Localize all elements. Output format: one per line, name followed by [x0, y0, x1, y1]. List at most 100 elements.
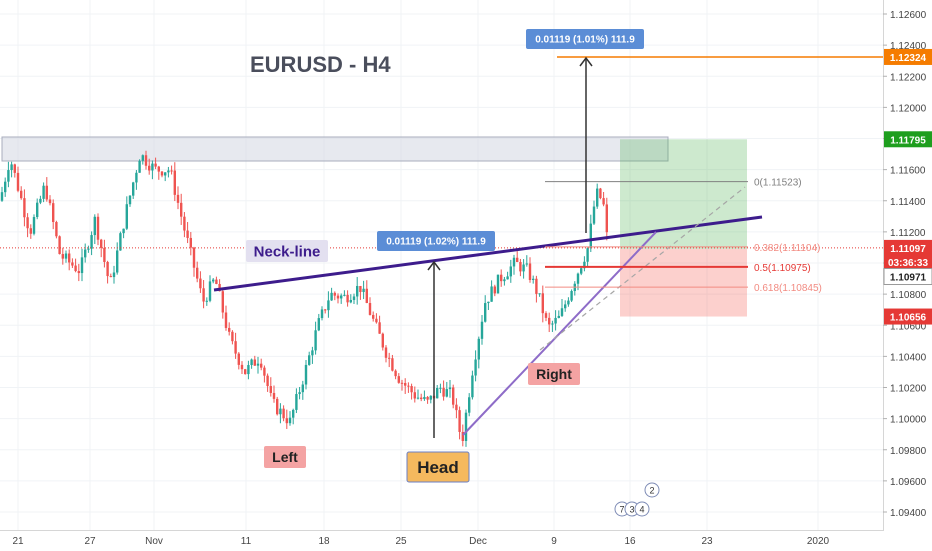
candle-body	[586, 248, 589, 262]
candle-body	[551, 323, 554, 325]
candle-body	[292, 409, 295, 418]
price-tag-label: 1.11097	[890, 244, 926, 255]
candle-body	[522, 264, 525, 272]
candle-body	[154, 163, 157, 167]
candle-body	[423, 396, 426, 400]
price-tag-label: 1.10971	[890, 273, 927, 284]
candle-body	[186, 230, 189, 238]
candle-body	[231, 331, 234, 342]
neckline-label: Neck-line	[254, 243, 321, 260]
candle-body	[544, 313, 548, 318]
candle-body	[538, 293, 541, 295]
candle-body	[26, 217, 29, 229]
candle-body	[330, 292, 333, 301]
candle-body	[519, 261, 522, 272]
candle-body	[237, 353, 240, 365]
candle-body	[426, 396, 429, 400]
neckline	[213, 215, 763, 292]
measure-target-label: 0.01119 (1.01%) 111.9	[535, 35, 635, 46]
price-tag-label: 03:36:33	[888, 258, 928, 269]
x-tick-label: Dec	[469, 536, 487, 547]
grid	[0, 0, 883, 530]
time-axis[interactable]	[0, 530, 884, 551]
candle-body	[605, 204, 608, 233]
candle-body	[205, 300, 208, 302]
candle-body	[74, 265, 77, 272]
event-badge-label: 3	[629, 505, 634, 515]
candle-body	[212, 279, 215, 282]
candle-body	[48, 199, 52, 204]
candle-body	[410, 386, 413, 393]
resistance-zone	[1, 136, 669, 162]
candle-body	[164, 172, 167, 176]
candle-body	[125, 204, 128, 229]
candle-body	[106, 261, 109, 277]
candle-body	[119, 233, 122, 251]
candle-body	[52, 203, 55, 223]
fib-label: 0.382(1.11104)	[754, 243, 820, 254]
target-measure-arrow-head	[579, 56, 593, 67]
candle-body	[602, 198, 605, 205]
candle-body	[592, 206, 596, 224]
candle-body	[263, 367, 266, 376]
head-measure-arrow-head	[427, 260, 441, 271]
candle-body	[96, 216, 100, 240]
candle-body	[116, 250, 119, 273]
candle-body	[464, 412, 468, 441]
candle-body	[272, 392, 276, 399]
x-tick-label: 27	[84, 536, 96, 547]
measure-target-label-box	[526, 29, 644, 49]
candle-body	[84, 249, 87, 258]
candle-body	[90, 235, 93, 249]
y-tick-label: 1.10800	[890, 290, 927, 301]
candle-body	[496, 274, 500, 294]
candle-body	[64, 253, 68, 259]
y-tick-label: 1.10200	[890, 384, 927, 395]
candle-body	[157, 166, 160, 172]
candle-body	[503, 279, 506, 282]
candle-body	[122, 228, 125, 234]
rising-trendline	[462, 231, 657, 436]
x-tick-label: 21	[12, 536, 24, 547]
candle-body	[176, 194, 180, 203]
candle-body	[256, 363, 260, 366]
candle-body	[93, 216, 96, 236]
candle-body	[10, 164, 13, 171]
candle-body	[368, 302, 372, 315]
candle-body	[250, 359, 253, 366]
x-tick-label: 9	[551, 536, 557, 547]
candle-body	[400, 382, 404, 384]
candle-body	[192, 247, 196, 268]
candle-body	[103, 247, 106, 262]
candle-body	[557, 315, 560, 318]
head-label-box	[406, 451, 470, 483]
candle-body	[247, 365, 250, 375]
candle-body	[253, 359, 256, 366]
candle-body	[384, 347, 388, 358]
candle-body	[61, 254, 64, 259]
candle-body	[349, 299, 352, 303]
candle-body	[439, 387, 442, 389]
candle-body	[183, 216, 186, 231]
profit-zone	[620, 139, 747, 249]
candle-body	[442, 387, 445, 397]
y-tick-label: 1.12200	[890, 72, 927, 83]
labels: 0.01119 (1.01%) 111.9 0.01119 (1.02%) 111…	[246, 29, 660, 517]
candle-body	[375, 318, 378, 323]
candle-body	[141, 155, 144, 161]
candle-body	[180, 202, 183, 217]
candle-body	[148, 165, 151, 171]
candle-body	[279, 408, 282, 415]
neckline-label-box	[246, 240, 328, 262]
candle-body	[352, 296, 356, 300]
candle-body	[381, 333, 384, 348]
candle-body	[58, 236, 61, 255]
candle-body	[484, 303, 487, 322]
candle-body	[208, 281, 212, 301]
candle-body	[112, 272, 116, 278]
candle-body	[202, 288, 205, 302]
candle-body	[77, 271, 80, 274]
candle-body	[362, 288, 365, 293]
candle-body	[413, 392, 416, 399]
